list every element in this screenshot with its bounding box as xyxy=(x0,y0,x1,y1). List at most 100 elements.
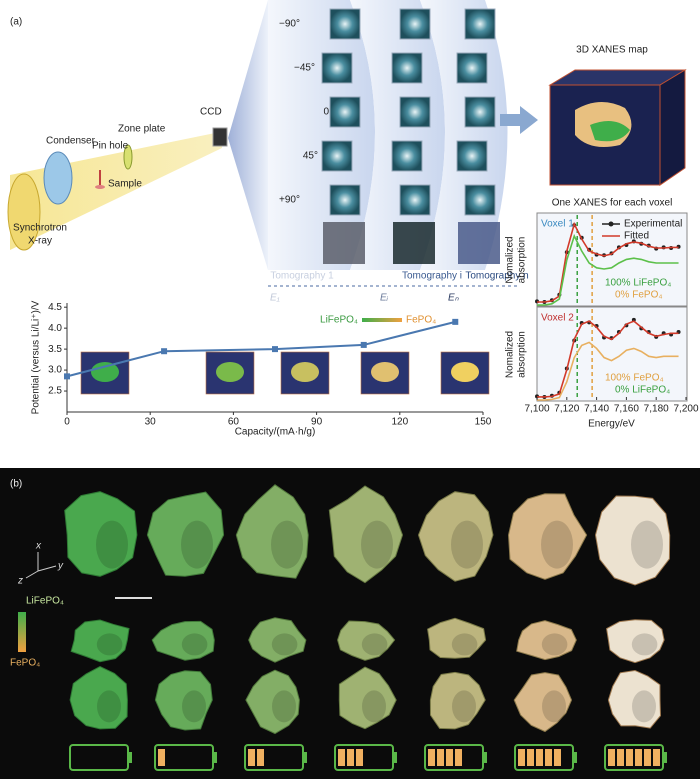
ccd-label: CCD xyxy=(200,107,222,118)
particle-shade xyxy=(452,690,476,723)
battery-cell xyxy=(644,749,651,766)
legend-gradient xyxy=(362,318,402,322)
voxel-label: Voxel 1 xyxy=(541,219,574,230)
projection-image xyxy=(391,52,423,84)
source-label: X-ray xyxy=(28,236,52,247)
particle-shade xyxy=(97,690,121,723)
x-tick-label: 7,100 xyxy=(524,404,549,415)
legend-label: LiFePO₄ xyxy=(26,596,64,607)
particle-shade xyxy=(362,690,386,723)
component-label: 100% FePO₄ xyxy=(605,373,664,384)
y-tick-label: 2.5 xyxy=(48,386,62,397)
particle-shade xyxy=(182,690,206,723)
projection-image xyxy=(399,96,431,128)
component-label: 100% LiFePO₄ xyxy=(605,278,671,289)
projection-image xyxy=(329,96,361,128)
battery-cell xyxy=(158,749,165,766)
panel-label: (b) xyxy=(10,479,22,490)
y-tick-label: 3.5 xyxy=(48,344,62,355)
angle-label: 0° xyxy=(323,107,333,118)
particle xyxy=(607,669,662,729)
battery-cell xyxy=(626,749,633,766)
battery-cell xyxy=(554,749,561,766)
battery-cell xyxy=(248,749,255,766)
particle-shade xyxy=(361,633,388,656)
projection-image xyxy=(456,140,488,172)
projection-image xyxy=(329,8,361,40)
y-axis-label: absorption xyxy=(517,331,528,378)
x-tick-label: 7,120 xyxy=(554,404,579,415)
particle-shade xyxy=(96,520,128,569)
particle xyxy=(245,669,300,735)
legend-label: Fitted xyxy=(624,231,649,242)
source-label: Synchrotron xyxy=(13,223,67,234)
particle-shade xyxy=(541,633,568,656)
y-tick-label: 4.0 xyxy=(48,323,62,334)
x-tick-label: 60 xyxy=(228,417,240,428)
beam xyxy=(10,132,222,250)
battery-tip xyxy=(128,752,132,763)
tomography-label: Tomography 1 xyxy=(270,271,334,282)
particle xyxy=(70,619,130,663)
battery-cell xyxy=(257,749,264,766)
zoneplate-label: Zone plate xyxy=(118,124,166,135)
map-title: 3D XANES map xyxy=(576,45,648,56)
tomography-label: Tomography n xyxy=(465,271,528,282)
spectrum xyxy=(537,341,679,401)
y-axis-label: Nomalized xyxy=(505,236,516,283)
projection-image xyxy=(399,8,431,40)
state-particle xyxy=(91,362,119,382)
plot-frame xyxy=(536,212,688,307)
y-axis-label: Potential (versus Li/Li⁺)/V xyxy=(31,300,42,414)
particle xyxy=(146,491,225,577)
spectrum xyxy=(537,320,679,398)
particle-shade xyxy=(451,520,483,569)
y-axis-label: Nomalized xyxy=(505,331,516,378)
particle-shade xyxy=(271,520,303,569)
projection-image xyxy=(456,52,488,84)
energy-label: E₁ xyxy=(270,293,280,304)
battery-tip xyxy=(573,752,577,763)
particle xyxy=(328,485,404,584)
angle-label: +90° xyxy=(279,195,300,206)
particle xyxy=(429,671,486,730)
projection-image xyxy=(464,8,496,40)
battery-tip xyxy=(663,752,667,763)
point xyxy=(161,348,168,355)
projection-image xyxy=(464,96,496,128)
x-tick-label: 7,180 xyxy=(644,404,669,415)
battery-cell xyxy=(446,749,453,766)
point xyxy=(452,318,459,325)
voxel-label: Voxel 2 xyxy=(541,313,574,324)
x-tick-label: 7,200 xyxy=(673,404,698,415)
point xyxy=(272,346,278,353)
battery-cell xyxy=(437,749,444,766)
x-tick-label: 150 xyxy=(475,417,492,428)
battery-cell xyxy=(608,749,615,766)
particle-shade xyxy=(541,520,573,569)
ccd xyxy=(212,127,228,147)
state-particle xyxy=(291,362,319,382)
axis-y: y xyxy=(57,561,64,572)
spectrum xyxy=(537,233,679,306)
particle-shade xyxy=(631,633,658,656)
y-tick-label: 4.5 xyxy=(48,302,62,313)
panel-label: (a) xyxy=(10,17,22,28)
axis-x: x xyxy=(35,541,42,552)
condenser xyxy=(43,151,73,205)
tomography-label: Tomography i xyxy=(402,271,462,282)
particle xyxy=(235,484,309,579)
condenser-label: Condenser xyxy=(46,136,96,147)
battery-cell xyxy=(428,749,435,766)
particle-shade xyxy=(631,520,663,569)
state-particle xyxy=(451,362,479,382)
particle xyxy=(417,491,494,582)
x-tick-label: 120 xyxy=(391,417,408,428)
map-cube xyxy=(659,69,686,186)
particle-shade xyxy=(451,633,478,656)
projection-image xyxy=(321,52,353,84)
battery-cell xyxy=(518,749,525,766)
x-tick-label: 7,140 xyxy=(584,404,609,415)
projection-image xyxy=(321,140,353,172)
legend-label: Experimental xyxy=(624,219,682,230)
